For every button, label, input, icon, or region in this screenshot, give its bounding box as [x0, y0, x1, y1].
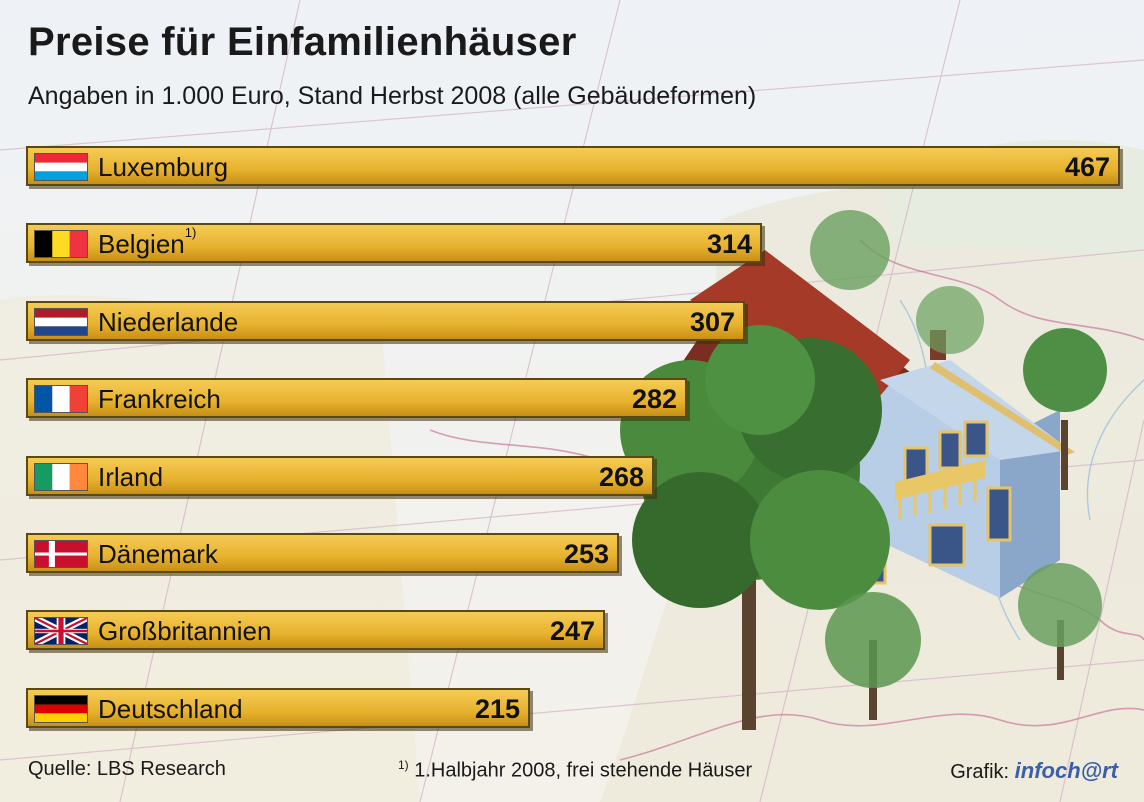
value-label: 253: [563, 539, 609, 569]
value-label: 314: [706, 229, 752, 260]
chart-subtitle: Angaben in 1.000 Euro, Stand Herbst 2008…: [28, 82, 757, 110]
flag-belgium-icon: [34, 230, 88, 259]
flag-luxembourg-icon: [34, 153, 88, 181]
country-label: Luxemburg: [98, 152, 229, 182]
flag-netherlands-icon: [34, 307, 88, 336]
value-label: 282: [631, 384, 677, 415]
infochart-logo: infoch@rt: [1014, 758, 1118, 783]
country-label: Irland: [98, 461, 164, 492]
source-label: Quelle: LBS Research: [28, 758, 226, 780]
flag-germany-icon: [34, 694, 88, 723]
country-label: Großbritannien: [98, 616, 272, 647]
value-label: 307: [689, 306, 735, 337]
bar-belgien: Belgien1) 314: [26, 223, 762, 264]
country-label: Frankreich: [98, 384, 221, 415]
bar-dänemark: Dänemark 253: [26, 533, 619, 573]
flag-ireland-icon: [34, 462, 88, 491]
bar-deutschland: Deutschland 215: [26, 687, 530, 728]
value-label: 268: [598, 461, 644, 492]
flag-denmark-icon: [34, 540, 88, 568]
footnote-marker: 1): [184, 225, 197, 241]
bar-frankreich: Frankreich 282: [26, 378, 687, 419]
country-label: Deutschland: [98, 693, 243, 724]
bar-irland: Irland 268: [26, 455, 654, 496]
country-label: Niederlande: [98, 306, 239, 337]
bar-großbritannien: Großbritannien 247: [26, 610, 605, 651]
bar-niederlande: Niederlande 307: [26, 300, 745, 341]
flag-france-icon: [34, 385, 88, 414]
footnote: 1) 1.Halbjahr 2008, frei stehende Häuser: [398, 758, 752, 783]
flag-uk-icon: [34, 617, 88, 646]
value-label: 247: [549, 616, 595, 647]
value-label: 215: [474, 693, 520, 724]
bar-luxemburg: Luxemburg 467: [26, 146, 1120, 186]
chart-title: Preise für Einfamilienhäuser: [28, 20, 577, 64]
value-label: 467: [1064, 152, 1110, 182]
tree-illustrations: [620, 210, 1107, 730]
credit-label: Grafik:: [950, 761, 1010, 783]
country-label: Belgien1): [98, 225, 197, 260]
footnote-marker: 1): [398, 758, 409, 772]
footnote-text: 1.Halbjahr 2008, frei stehende Häuser: [408, 759, 753, 782]
graphic-credit: Grafik: infoch@rt: [950, 758, 1118, 784]
country-label: Dänemark: [98, 539, 218, 569]
